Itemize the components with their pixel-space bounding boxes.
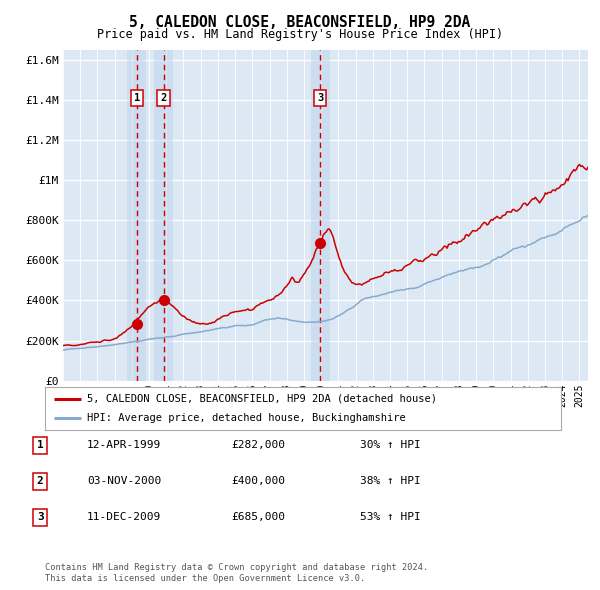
Text: Price paid vs. HM Land Registry's House Price Index (HPI): Price paid vs. HM Land Registry's House …: [97, 28, 503, 41]
Text: This data is licensed under the Open Government Licence v3.0.: This data is licensed under the Open Gov…: [45, 574, 365, 583]
Text: 3: 3: [37, 513, 44, 522]
Text: 30% ↑ HPI: 30% ↑ HPI: [360, 441, 421, 450]
Text: 1: 1: [134, 93, 140, 103]
Bar: [154, 50, 173, 381]
Text: Contains HM Land Registry data © Crown copyright and database right 2024.: Contains HM Land Registry data © Crown c…: [45, 563, 428, 572]
Bar: [311, 50, 329, 381]
Text: £282,000: £282,000: [231, 441, 285, 450]
Text: 2: 2: [37, 477, 44, 486]
Text: 5, CALEDON CLOSE, BEACONSFIELD, HP9 2DA: 5, CALEDON CLOSE, BEACONSFIELD, HP9 2DA: [130, 15, 470, 30]
Text: 2: 2: [160, 93, 167, 103]
Text: £400,000: £400,000: [231, 477, 285, 486]
Text: 5, CALEDON CLOSE, BEACONSFIELD, HP9 2DA (detached house): 5, CALEDON CLOSE, BEACONSFIELD, HP9 2DA …: [88, 394, 437, 404]
Text: 3: 3: [317, 93, 323, 103]
Text: 12-APR-1999: 12-APR-1999: [87, 441, 161, 450]
Bar: [127, 50, 146, 381]
Text: 53% ↑ HPI: 53% ↑ HPI: [360, 513, 421, 522]
Text: HPI: Average price, detached house, Buckinghamshire: HPI: Average price, detached house, Buck…: [88, 413, 406, 423]
Text: 03-NOV-2000: 03-NOV-2000: [87, 477, 161, 486]
Text: 38% ↑ HPI: 38% ↑ HPI: [360, 477, 421, 486]
Text: £685,000: £685,000: [231, 513, 285, 522]
Text: 1: 1: [37, 441, 44, 450]
Text: 11-DEC-2009: 11-DEC-2009: [87, 513, 161, 522]
